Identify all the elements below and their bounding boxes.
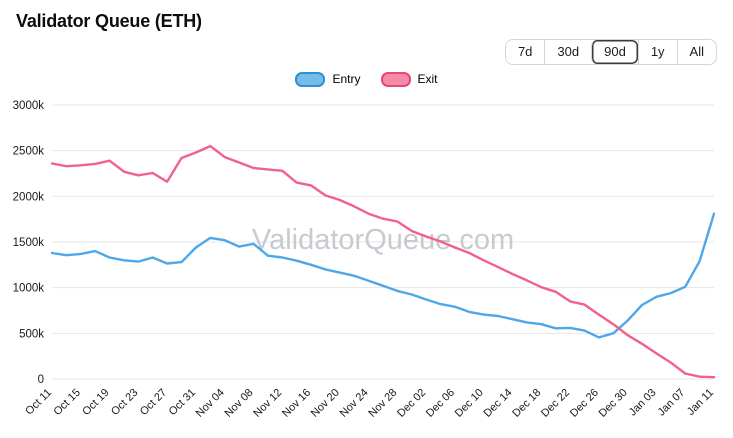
chart-legend: Entry Exit: [0, 69, 733, 89]
x-axis-tick-label: Nov 08: [222, 387, 255, 420]
y-axis-tick-label: 1500k: [13, 237, 45, 249]
range-button-30d[interactable]: 30d: [544, 40, 592, 64]
x-axis-tick-label: Dec 22: [539, 387, 572, 420]
x-axis-tick-label: Oct 31: [167, 387, 198, 418]
x-axis-tick-label: Dec 02: [395, 387, 428, 420]
x-axis-tick-label: Oct 27: [138, 387, 169, 418]
entry-line-series: [50, 212, 716, 339]
range-button-1y[interactable]: 1y: [637, 40, 677, 64]
y-axis-tick-label: 2500k: [13, 146, 45, 158]
x-axis-tick-label: Nov 24: [338, 387, 371, 420]
x-axis-tick-label: Dec 30: [597, 387, 630, 420]
legend-exit-label: Exit: [417, 72, 438, 86]
y-axis-tick-label: 3000k: [13, 100, 45, 112]
x-axis-tick-label: Jan 03: [627, 387, 659, 419]
page-title: Validator Queue (ETH): [16, 11, 202, 31]
watermark-text: ValidatorQueue.com: [252, 224, 514, 256]
x-axis-tick-label: Nov 20: [309, 387, 342, 420]
exit-line-series: [50, 144, 716, 379]
y-axis-tick-label: 1000k: [13, 283, 45, 295]
range-button-90d[interactable]: 90d: [591, 40, 638, 64]
x-axis-tick-label: Jan 07: [655, 387, 687, 419]
x-axis-tick-label: Dec 14: [482, 387, 515, 420]
x-axis-tick-label: Oct 15: [52, 387, 83, 418]
x-axis-tick-label: Nov 12: [251, 387, 284, 420]
entry-swatch-icon: [295, 71, 326, 87]
range-selector: 7d 30d 90d 1y All: [504, 39, 717, 65]
x-axis-tick-label: Oct 19: [80, 387, 111, 418]
x-axis-tick-label: Nov 28: [366, 387, 399, 420]
range-selector-row: 7d 30d 90d 1y All: [0, 32, 733, 65]
range-button-all[interactable]: All: [676, 40, 716, 64]
x-axis-tick-label: Jan 11: [685, 387, 716, 418]
x-axis-tick-label: Dec 10: [453, 387, 486, 420]
legend-item-exit[interactable]: Exit: [380, 71, 438, 87]
x-axis-tick-label: Oct 11: [23, 387, 54, 418]
legend-entry-label: Entry: [332, 72, 361, 86]
x-axis-tick-label: Nov 16: [280, 387, 313, 420]
x-axis-tick-label: Dec 18: [510, 387, 543, 420]
x-axis-tick-label: Nov 04: [194, 387, 227, 420]
legend-item-entry[interactable]: Entry: [295, 71, 361, 87]
y-axis-tick-label: 500k: [19, 328, 44, 340]
validator-queue-chart: 0 500k 1000k 1500k 2000k 2500k 3000k ValidatorQ…: [13, 100, 716, 420]
range-button-7d[interactable]: 7d: [505, 40, 545, 64]
x-axis-tick-label: Dec 06: [424, 387, 457, 420]
exit-swatch-icon: [380, 71, 411, 87]
x-axis-tick-label: Oct 23: [109, 387, 140, 418]
x-axis-tick-label: Dec 26: [568, 387, 601, 420]
y-axis-tick-label: 0: [38, 374, 44, 386]
y-axis-tick-label: 2000k: [13, 191, 45, 203]
